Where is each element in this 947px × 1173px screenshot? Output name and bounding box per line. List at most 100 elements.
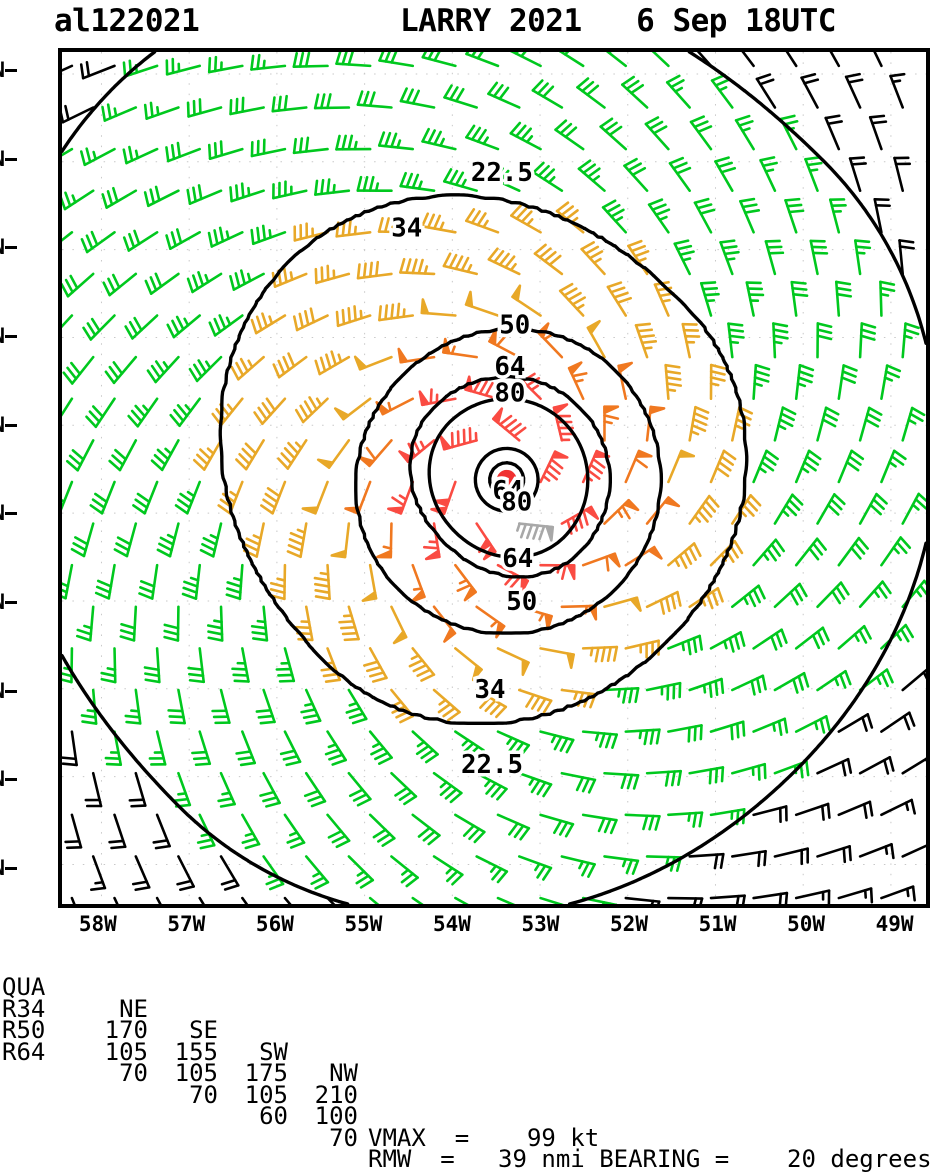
barb-full (231, 100, 232, 114)
barb-half (855, 634, 858, 640)
barb-full (841, 583, 848, 595)
barb-full (608, 283, 621, 287)
wind-barb (62, 399, 72, 427)
barb-full (596, 648, 599, 661)
barb-full (178, 881, 191, 884)
barb-full (364, 662, 377, 666)
barb-full (364, 177, 367, 190)
barb-full (514, 428, 525, 436)
barb-full (392, 305, 393, 319)
barb-half (517, 524, 519, 531)
wind-barb (355, 357, 391, 369)
wind-barb (796, 716, 829, 732)
barb-full (62, 196, 65, 209)
barb-full (281, 751, 294, 754)
barb-full (268, 488, 279, 496)
barb-full (145, 192, 148, 205)
barb-full (737, 724, 738, 738)
wind-barb (826, 116, 842, 149)
barb-full (623, 689, 625, 703)
wind-barb (811, 241, 827, 274)
barb-full (74, 543, 86, 550)
barb-full (267, 399, 275, 410)
barb-full (66, 841, 80, 842)
wind-barb (839, 889, 872, 903)
wind-barb (285, 898, 307, 904)
barb-shaft (555, 52, 583, 66)
barb-full (113, 275, 119, 287)
barb-half (719, 87, 726, 90)
wind-barb (370, 815, 394, 846)
barb-full (370, 263, 371, 277)
barb-pennant (496, 623, 504, 637)
barb-full (743, 722, 744, 736)
barb-full (602, 648, 605, 661)
barb-pennant (412, 591, 425, 601)
barb-pennant (422, 299, 428, 313)
barb-pennant (604, 407, 617, 413)
barb-half (707, 300, 714, 301)
barb-half (463, 740, 468, 745)
wind-barb (133, 482, 157, 513)
barb-full (407, 90, 413, 103)
barb-half (468, 265, 471, 272)
barb-half (440, 223, 443, 230)
barb-full (689, 547, 695, 559)
wind-barb (91, 856, 105, 889)
barb-full (124, 150, 127, 163)
barb-half (447, 868, 452, 873)
wind-barb (81, 62, 114, 78)
barb-pennant (355, 357, 366, 369)
wind-barb (166, 143, 199, 161)
wind-barb (668, 725, 701, 741)
barb-full (755, 377, 768, 381)
barb-full (500, 88, 508, 99)
wind-barb (77, 607, 93, 641)
wind-barb (401, 89, 434, 108)
wind-barb (358, 92, 392, 108)
wind-barb (860, 323, 875, 357)
barb-full (82, 715, 96, 717)
barb-full (321, 95, 324, 108)
contour-label: 50 (506, 587, 537, 617)
barb-full (194, 101, 195, 115)
barb-full (871, 889, 872, 903)
barb-full (735, 635, 739, 648)
barb-full (152, 366, 160, 377)
barb-full (636, 688, 638, 702)
wind-barb (903, 756, 926, 774)
barb-full (488, 83, 496, 94)
barb-full (96, 593, 109, 598)
wind-barb (535, 245, 562, 274)
barb-half (543, 476, 549, 481)
barb-full (719, 163, 732, 167)
wind-barb (82, 232, 115, 252)
barb-full (661, 600, 664, 613)
barb-full (912, 408, 924, 415)
wind-barb (775, 408, 795, 441)
barb-full (311, 309, 314, 322)
barb-full (756, 365, 769, 369)
barb-full (62, 679, 71, 682)
barb-full (588, 169, 599, 177)
barb-full (667, 76, 679, 83)
barb-full (555, 737, 561, 749)
contour-label: 80 (501, 488, 532, 518)
barb-full (868, 414, 880, 421)
barb-full (129, 234, 134, 247)
barb-full (768, 549, 776, 560)
barb-full (130, 800, 144, 801)
barb-full (340, 621, 354, 622)
wind-barb (423, 52, 456, 66)
wind-barb (690, 407, 708, 440)
barb-full (326, 355, 330, 368)
barb-full (694, 813, 696, 827)
wind-barb (701, 282, 718, 315)
barb-full (165, 637, 178, 640)
barb-full (450, 87, 457, 99)
barb-full (722, 679, 723, 693)
barb-half (810, 170, 817, 171)
barb-full (472, 128, 480, 139)
barb-full (825, 414, 837, 420)
wind-barb (150, 732, 165, 765)
